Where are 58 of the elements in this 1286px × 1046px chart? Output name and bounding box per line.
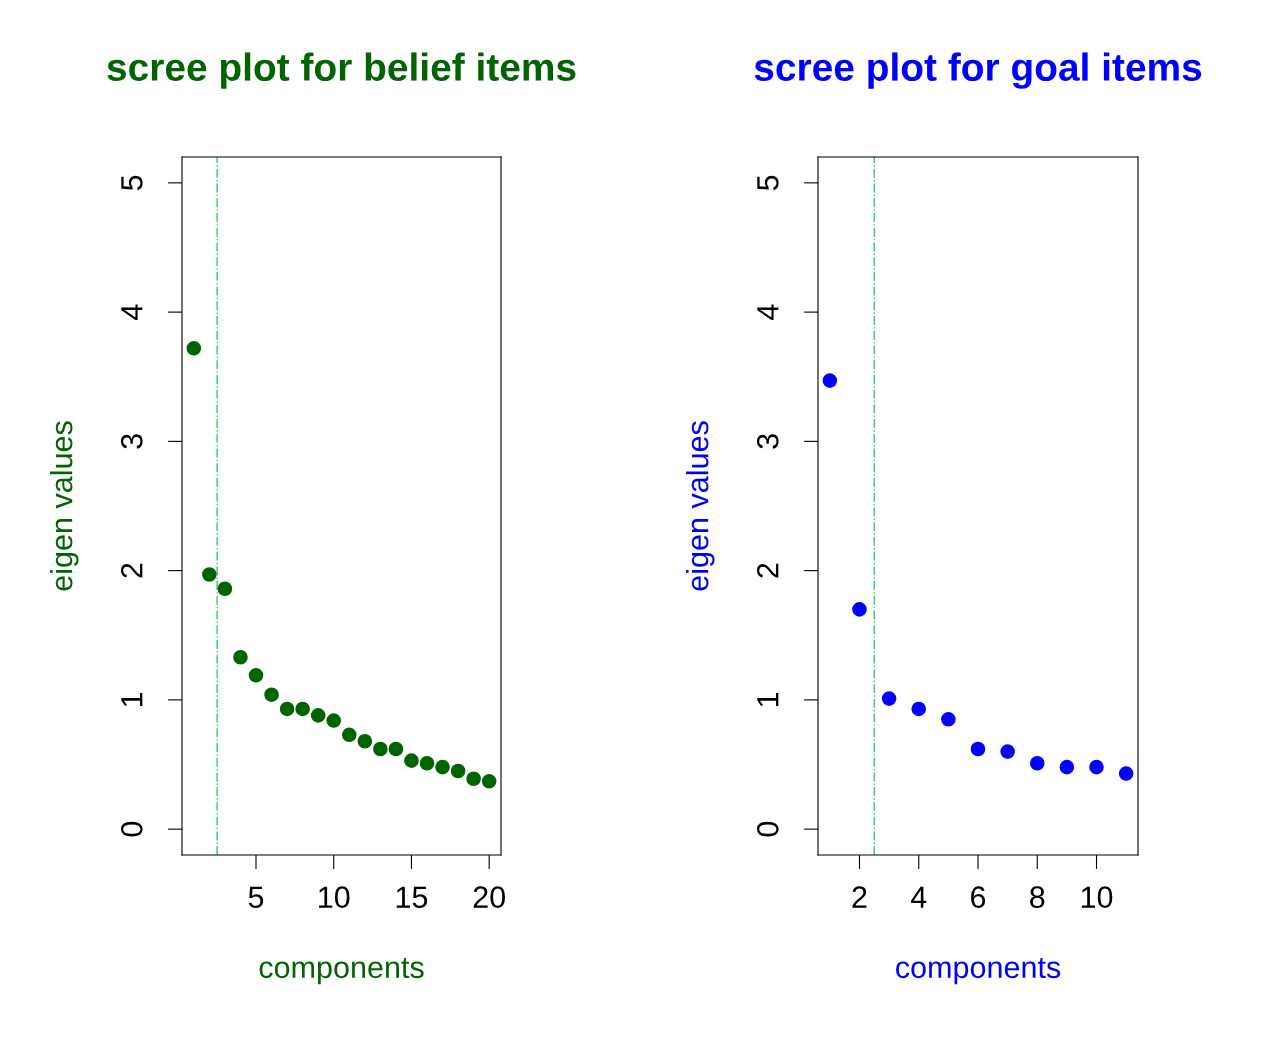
x-tick-label: 20 — [473, 886, 505, 908]
point — [295, 701, 310, 717]
point — [1029, 755, 1045, 771]
x-tick-label: 10 — [1081, 886, 1113, 908]
x-axis-title: components — [896, 958, 1061, 985]
point — [186, 341, 202, 356]
y-tick-label: 0 — [756, 821, 779, 837]
point — [1059, 759, 1075, 775]
y-tick-label: 4 — [121, 304, 143, 320]
point — [481, 774, 497, 789]
x-tick-label: 6 — [971, 886, 986, 908]
y-tick-label: 2 — [120, 563, 143, 578]
point — [881, 691, 897, 706]
point — [326, 713, 342, 728]
point — [435, 759, 450, 775]
x-tick-label: 2 — [852, 886, 867, 908]
chart-title: scree plot for goal items — [754, 52, 1202, 89]
point — [419, 755, 435, 771]
point — [911, 701, 927, 717]
y-tick-label: 5 — [121, 175, 143, 191]
y-tick-label: 3 — [756, 434, 779, 449]
point — [373, 741, 388, 757]
point — [202, 567, 217, 582]
y-tick-label: 0 — [120, 821, 143, 837]
y-tick-label: 4 — [757, 304, 779, 320]
chart-title: scree plot for belief items — [107, 52, 576, 89]
x-tick-label: 10 — [319, 886, 350, 908]
y-tick-label: 3 — [120, 434, 143, 449]
y-tick-label: 5 — [757, 175, 779, 191]
point — [264, 687, 279, 703]
point — [852, 602, 867, 617]
point — [466, 771, 481, 787]
y-axis-title: eigen values — [686, 421, 715, 591]
point — [1089, 759, 1104, 775]
point — [450, 763, 466, 779]
y-tick-label: 1 — [757, 692, 779, 707]
point — [217, 581, 233, 597]
y-axis-title: eigen values — [50, 421, 79, 591]
point — [404, 753, 419, 768]
point — [341, 727, 357, 743]
point — [941, 711, 956, 727]
x-axis-title: components — [259, 958, 424, 985]
point — [1118, 766, 1134, 781]
point — [357, 733, 373, 749]
x-tick-label: 8 — [1030, 886, 1045, 908]
point — [248, 668, 264, 683]
point — [279, 701, 295, 717]
x-tick-label: 5 — [248, 886, 264, 908]
y-tick-label: 1 — [121, 692, 143, 707]
x-tick-label: 4 — [910, 886, 927, 908]
x-tick-label: 15 — [396, 886, 428, 908]
point — [233, 649, 248, 665]
point — [970, 741, 986, 757]
point — [388, 741, 404, 757]
point — [822, 373, 838, 388]
point — [310, 708, 326, 723]
point — [1000, 744, 1015, 759]
y-tick-label: 2 — [756, 563, 779, 578]
